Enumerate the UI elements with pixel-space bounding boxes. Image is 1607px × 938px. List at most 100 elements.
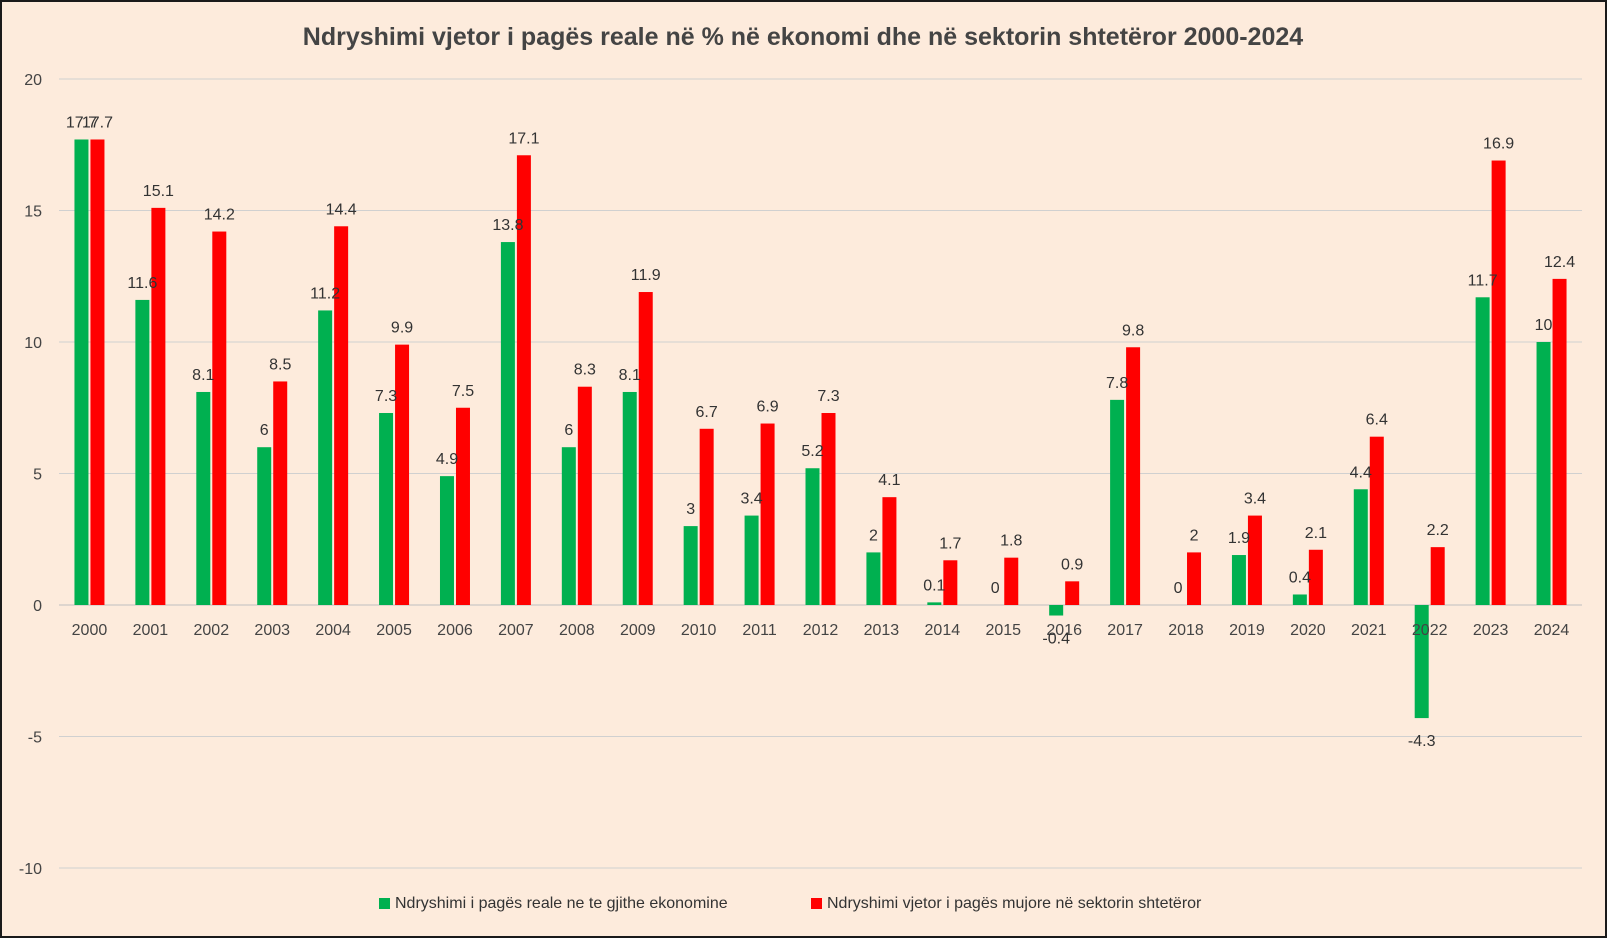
data-label: 9.8 [1122,322,1144,339]
data-label: 8.1 [619,367,641,384]
bar-economy [1110,399,1125,605]
y-tick-label: -10 [19,861,42,878]
bar-state-sector [760,423,775,605]
data-label: 4.1 [878,472,900,489]
x-tick-label: 2000 [72,622,108,639]
x-tick-label: 2024 [1534,622,1570,639]
data-label: 1.7 [939,535,961,552]
data-label: 4.4 [1350,464,1372,481]
x-tick-label: 2015 [985,622,1021,639]
bar-state-sector [1126,347,1141,605]
x-tick-label: 2005 [376,622,412,639]
x-tick-label: 2023 [1473,622,1509,639]
bar-state-sector [1491,160,1506,605]
bar-economy [135,299,150,605]
data-label: 1.9 [1228,530,1250,547]
data-label: 0.4 [1289,569,1311,586]
x-axis-ticks: 2000 2001 2002 2003 2004 2005 2006 2007 2008 2009… [72,622,1570,639]
data-label: 1.8 [1000,533,1022,550]
x-tick-label: 2008 [559,622,595,639]
x-tick-label: 2014 [925,622,961,639]
data-label: 3.4 [740,491,762,508]
x-tick-label: 2011 [742,622,777,639]
data-label: 6 [260,422,269,439]
data-label: 9.9 [391,320,413,337]
y-tick-label: 15 [24,204,42,221]
bar-economy [1353,489,1368,605]
bar-state-sector [1187,552,1202,605]
bar-economy [379,413,394,605]
data-label: 4.9 [436,451,458,468]
x-tick-label: 2002 [194,622,230,639]
bar-economy [1231,555,1246,605]
x-tick-label: 2020 [1290,622,1326,639]
bar-state-sector [943,560,958,605]
x-tick-label: 2013 [864,622,900,639]
y-tick-label: 20 [24,72,42,89]
data-label: -0.4 [1042,631,1070,648]
x-tick-label: 2017 [1107,622,1143,639]
data-labels: 17.717.7 11.6 15.1 8.1 14.2 6 8.5 11.2 14.4 7.3 9.… [66,114,1575,750]
x-tick-label: 2004 [315,622,351,639]
data-label: 6.4 [1366,412,1388,429]
data-label: 17.7 [66,114,97,131]
y-tick-label: 10 [24,335,42,352]
x-tick-label: 2022 [1412,622,1448,639]
data-label: 11.2 [310,285,340,302]
bar-economy [927,602,942,605]
bar-state-sector [212,231,227,606]
legend-swatch-economy [379,898,390,909]
y-tick-label: -5 [28,730,42,747]
bar-economy [500,242,515,605]
bar-state-sector [638,292,653,605]
bar-state-sector [699,428,714,605]
bar-state-sector [577,386,592,605]
data-label: 8.5 [269,356,291,373]
x-tick-label: 2010 [681,622,717,639]
data-label: 11.6 [127,275,157,292]
y-axis-ticks: -10 -5 0 5 10 15 20 [19,72,42,878]
bar-state-sector [273,381,288,605]
data-label: 2 [869,527,878,544]
data-label: 15.1 [143,183,174,200]
data-label: 0.1 [923,577,945,594]
data-label: 8.1 [192,367,214,384]
bar-state-sector [151,207,166,605]
data-label: 6.7 [696,404,718,421]
x-tick-label: 2009 [620,622,656,639]
y-tick-label: 5 [33,467,42,484]
data-label: 17.7 [82,114,113,131]
data-label: 14.4 [326,201,357,218]
data-label: 12.4 [1544,254,1575,271]
x-tick-label: 2019 [1229,622,1265,639]
data-label: 3.4 [1244,491,1266,508]
legend-label-economy: Ndryshimi i pagës reale ne te gjithe eko… [395,895,728,912]
bar-economy [561,447,576,605]
bar-economy [318,310,333,605]
x-tick-label: 2001 [133,622,169,639]
bar-state-sector [516,155,531,605]
data-label: 7.5 [452,383,474,400]
bars [74,139,1567,719]
gridlines [59,78,1582,869]
data-label: 11.7 [1468,272,1498,289]
bar-state-sector [1065,581,1080,605]
x-tick-label: 2021 [1351,622,1387,639]
legend-label-state-sector: Ndryshimi vjetor i pagës mujore në sekto… [827,895,1202,912]
x-tick-label: 2012 [803,622,839,639]
data-label: 8.3 [574,362,596,379]
data-label: 11.9 [631,267,661,284]
bar-economy [683,526,698,605]
data-label: 16.9 [1483,136,1514,153]
bar-state-sector [1552,278,1567,605]
x-tick-label: 2016 [1046,622,1082,639]
bar-economy [257,447,272,605]
bar-economy [1414,605,1429,719]
bar-economy [866,552,881,605]
x-tick-label: 2003 [254,622,290,639]
bar-economy [1292,594,1307,605]
data-label: 2 [1190,527,1199,544]
bar-state-sector [882,497,897,605]
